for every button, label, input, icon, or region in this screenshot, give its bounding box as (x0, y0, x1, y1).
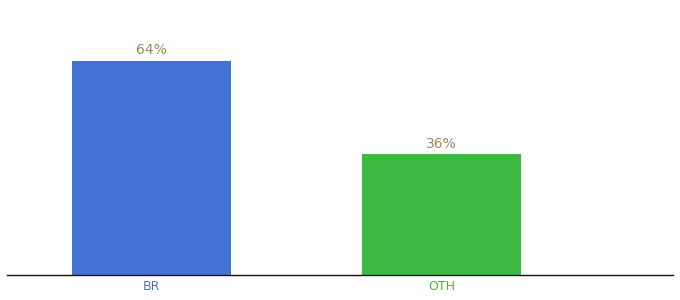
Bar (72, 61, 231, 275)
Text: 36%: 36% (426, 137, 457, 151)
Bar (362, 154, 521, 275)
Text: 64%: 64% (137, 43, 167, 57)
